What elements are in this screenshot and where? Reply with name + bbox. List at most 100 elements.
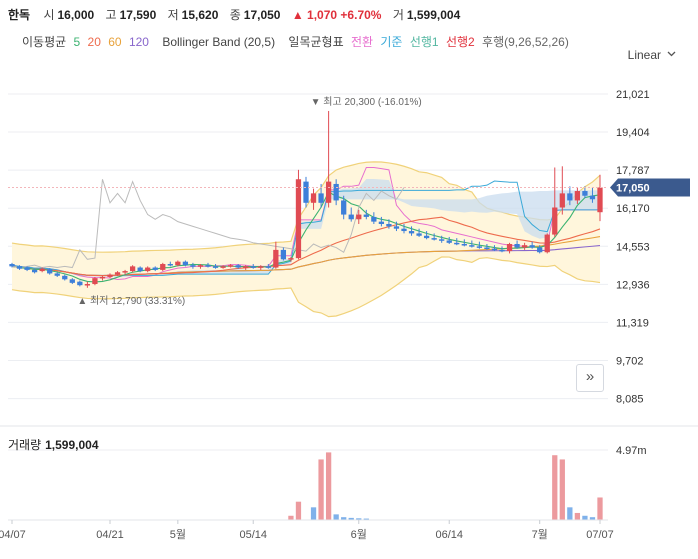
candle-body-36 [280, 249, 287, 260]
low-value: 15,620 [181, 8, 219, 22]
candle-body-10 [84, 284, 91, 286]
candle-body-67 [514, 244, 520, 248]
volume-legend-label: 거래량 [8, 438, 42, 452]
volume-bar-37 [288, 515, 294, 520]
expand-chart-button[interactable]: » [576, 364, 604, 392]
chevron-down-icon [667, 46, 676, 60]
candle-body-73 [559, 193, 565, 208]
x-tick-7: 07/07 [586, 529, 614, 541]
low-annotation: ▲ 최저 12,790 (33.31%) [77, 295, 185, 307]
bollinger-band [11, 161, 601, 318]
volume-bar-42 [325, 452, 332, 520]
candle-body-15 [122, 271, 128, 273]
indicator-legend[interactable]: 이동평균 5 20 60 120 Bollinger Band (20,5) 일… [22, 33, 573, 50]
candle-body-14 [114, 272, 121, 275]
candle-body-75 [574, 191, 581, 201]
candle-body-70 [537, 247, 543, 253]
y-tick-2: 17,787 [616, 165, 650, 177]
ma-period-120: 120 [128, 35, 149, 49]
candle-body-40 [310, 193, 317, 203]
candle-body-9 [77, 281, 83, 286]
candle-body-51 [393, 226, 400, 229]
candle-body-6 [54, 273, 60, 276]
ichimoku-lagging: 후행(9,26,52,26) [482, 35, 569, 49]
candle-body-44 [341, 200, 347, 215]
volume-series: 4.97m [0, 425, 698, 520]
candle-body-26 [205, 265, 211, 267]
candle-body-78 [597, 187, 603, 213]
volume-label: 거 [392, 8, 404, 22]
x-tick-2: 5월 [170, 528, 186, 541]
volume-bar-76 [582, 515, 588, 520]
candle-body-68 [521, 245, 528, 248]
candle-body-38 [295, 179, 302, 259]
volume-bar-44 [341, 517, 347, 520]
volume-bar-73 [559, 459, 565, 520]
low-label: 저 [167, 8, 179, 22]
ma-20-line [11, 216, 601, 277]
volume-bar-43 [333, 514, 339, 520]
volume-bar-45 [348, 517, 354, 520]
candle-body-50 [386, 223, 392, 227]
ichimoku-base: 기준 [380, 35, 403, 49]
candle-body-34 [265, 266, 271, 268]
volume-bar-40 [310, 507, 317, 520]
ichimoku-span2: 선행2 [445, 35, 475, 49]
annotations: ▼ 최고 20,300 (-16.01%) ▲ 최저 12,790 (33.31%… [77, 96, 421, 307]
y-tick-5: 12,936 [616, 279, 650, 291]
ma-5-line [11, 191, 601, 283]
candle-body-60 [461, 244, 467, 246]
candle-body-49 [378, 221, 385, 224]
candle-body-3 [31, 269, 38, 273]
x-tick-4: 6월 [351, 528, 367, 541]
close-label: 종 [229, 8, 241, 22]
candle-body-56 [431, 238, 437, 240]
y-tick-8: 8,085 [616, 394, 644, 406]
bollinger-label[interactable]: Bollinger Band (20,5) [162, 35, 276, 49]
candle-body-19 [152, 267, 158, 270]
ichimoku-conversion: 전환 [350, 35, 374, 49]
candle-body-22 [175, 261, 181, 266]
ma-period-20: 20 [87, 35, 101, 49]
x-tick-1: 04/21 [96, 529, 124, 541]
ma-60-line [11, 235, 601, 277]
current-price-label: 17,050 [616, 182, 650, 194]
ichimoku-label[interactable]: 일목균형표 [288, 35, 344, 49]
x-tick-5: 06/14 [435, 529, 463, 541]
bollinger-lower [11, 256, 601, 318]
candle-body-53 [408, 231, 415, 234]
ichimoku-conversion-line [11, 166, 600, 280]
candle-body-42 [325, 181, 332, 203]
ma-120-line [11, 244, 601, 277]
y-tick-1: 19,404 [616, 127, 650, 139]
candle-body-77 [589, 195, 596, 200]
volume-bar-77 [589, 517, 596, 520]
volume-bar-47 [363, 518, 369, 520]
ma-period-60: 60 [108, 35, 122, 49]
candlestick-series [9, 110, 603, 288]
volume-max-tick: 4.97m [616, 445, 647, 457]
candle-body-16 [129, 266, 136, 272]
y-axis: 21,021 19,404 17,787 16,170 14,553 12,936 11,3… [616, 89, 650, 406]
candle-body-17 [137, 267, 143, 272]
grid-lines [8, 93, 608, 400]
y-tick-6: 11,319 [616, 317, 649, 329]
ma-label[interactable]: 이동평균 [22, 35, 67, 49]
candle-body-24 [190, 265, 196, 267]
candle-body-4 [39, 268, 45, 272]
volume-bar-75 [574, 512, 581, 520]
change-percent: +6.70% [340, 8, 382, 22]
candle-body-27 [212, 266, 219, 268]
candle-body-18 [145, 267, 151, 272]
ma-period-5: 5 [73, 35, 81, 49]
candle-body-29 [227, 265, 234, 267]
candle-body-35 [273, 249, 279, 268]
candle-body-23 [182, 261, 189, 266]
candle-body-28 [220, 266, 226, 268]
candle-body-46 [356, 214, 362, 220]
candle-body-5 [47, 269, 53, 274]
candle-body-76 [582, 191, 588, 196]
scale-mode-dropdown[interactable]: Linear [628, 48, 676, 62]
change-value: 1,070 [307, 8, 338, 22]
